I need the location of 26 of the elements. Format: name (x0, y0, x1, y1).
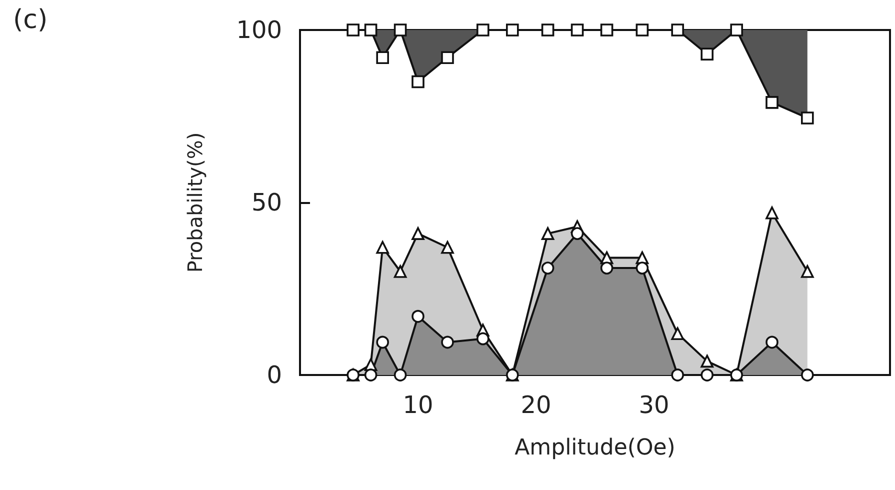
point (346, 24, 360, 36)
point (600, 24, 614, 36)
x-tick-label: 10 (402, 391, 434, 419)
y-axis-title: Probability(%) (183, 132, 207, 273)
point (364, 24, 378, 36)
point (730, 24, 743, 36)
point (700, 48, 714, 61)
point (441, 51, 454, 64)
point (506, 24, 519, 36)
point (376, 51, 389, 64)
text: (c) (13, 5, 48, 35)
point (801, 112, 814, 124)
point (636, 24, 649, 36)
point (671, 24, 684, 36)
x-tick-label: 20 (520, 391, 552, 419)
point (412, 75, 424, 88)
x-axis-title: Amplitude(Oe) (514, 436, 676, 460)
y-tick-label: 50 (251, 188, 282, 216)
point (766, 96, 778, 109)
point (476, 24, 490, 36)
point (394, 24, 407, 36)
x-tick-label: 30 (638, 391, 670, 419)
y-tick-label: 100 (236, 16, 282, 44)
point (541, 24, 554, 36)
point (570, 24, 584, 36)
y-tick-label: 0 (266, 361, 282, 389)
